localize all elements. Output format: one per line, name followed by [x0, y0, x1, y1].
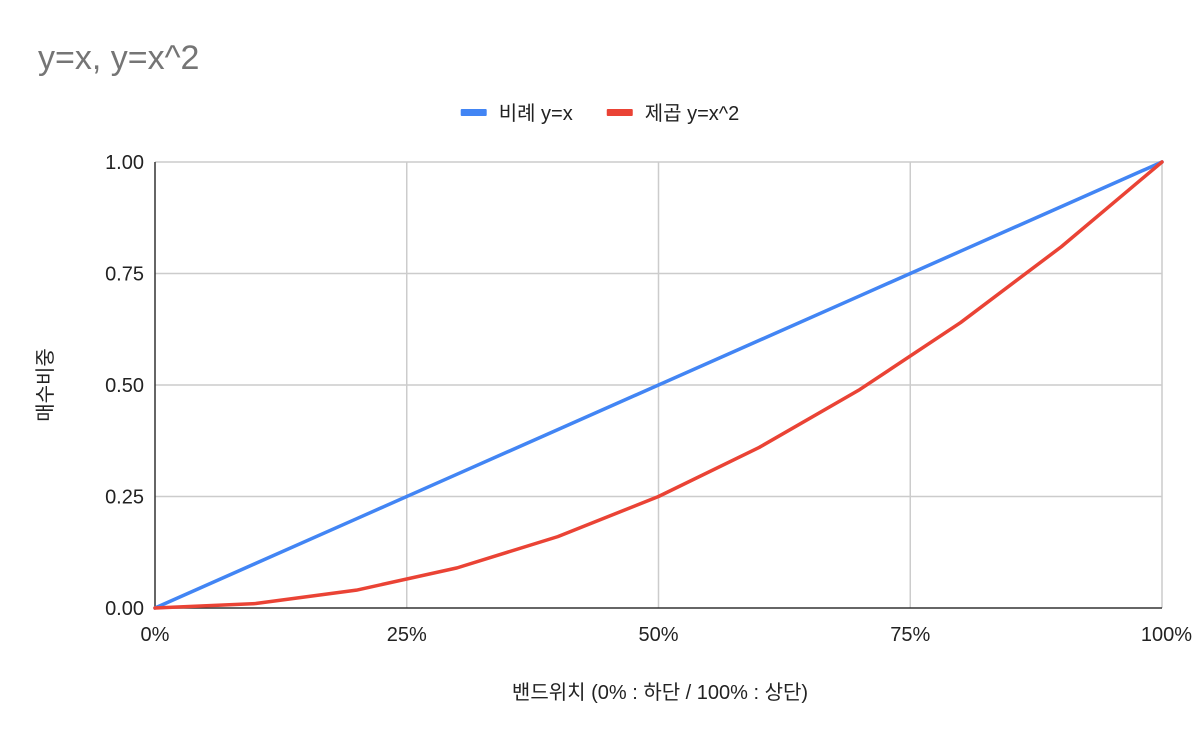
y-tick-label: 0.75 — [105, 264, 144, 286]
y-axis-title: 매수비중 — [34, 348, 57, 422]
axes — [154, 162, 1162, 609]
x-tick-label: 0% — [141, 624, 170, 646]
legend: 비례 y=x 제곱 y=x^2 — [460, 102, 740, 125]
x-tick-label: 25% — [387, 624, 427, 646]
x-tick-label: 50% — [638, 624, 678, 646]
legend-swatch — [460, 109, 487, 116]
x-tick-label: 100% — [1141, 624, 1192, 646]
y-tick-label: 0.50 — [105, 375, 144, 397]
legend-item: 제곱 y=x^2 — [606, 102, 740, 125]
series-line-0 — [153, 160, 1164, 610]
series-line-1 — [153, 160, 1164, 610]
y-tick-label: 0.25 — [105, 487, 144, 509]
chart-title: y=x, y=x^2 — [38, 39, 199, 77]
y-tick-label: 1.00 — [105, 152, 144, 174]
legend-label: 비례 y=x — [499, 102, 573, 125]
series-lines — [153, 160, 1164, 610]
x-axis-title: 밴드위치 (0% : 하단 / 100% : 상단) — [512, 681, 808, 704]
legend-label: 제곱 y=x^2 — [645, 102, 740, 125]
x-axis-ticks: 0% 25% 50% 75% 100% — [141, 624, 1193, 646]
legend-swatch — [606, 109, 633, 116]
y-axis-ticks: 0.00 0.25 0.50 0.75 1.00 — [105, 152, 144, 620]
legend-item: 비례 y=x — [460, 102, 573, 125]
y-tick-label: 0.00 — [105, 598, 144, 620]
x-tick-label: 75% — [890, 624, 930, 646]
